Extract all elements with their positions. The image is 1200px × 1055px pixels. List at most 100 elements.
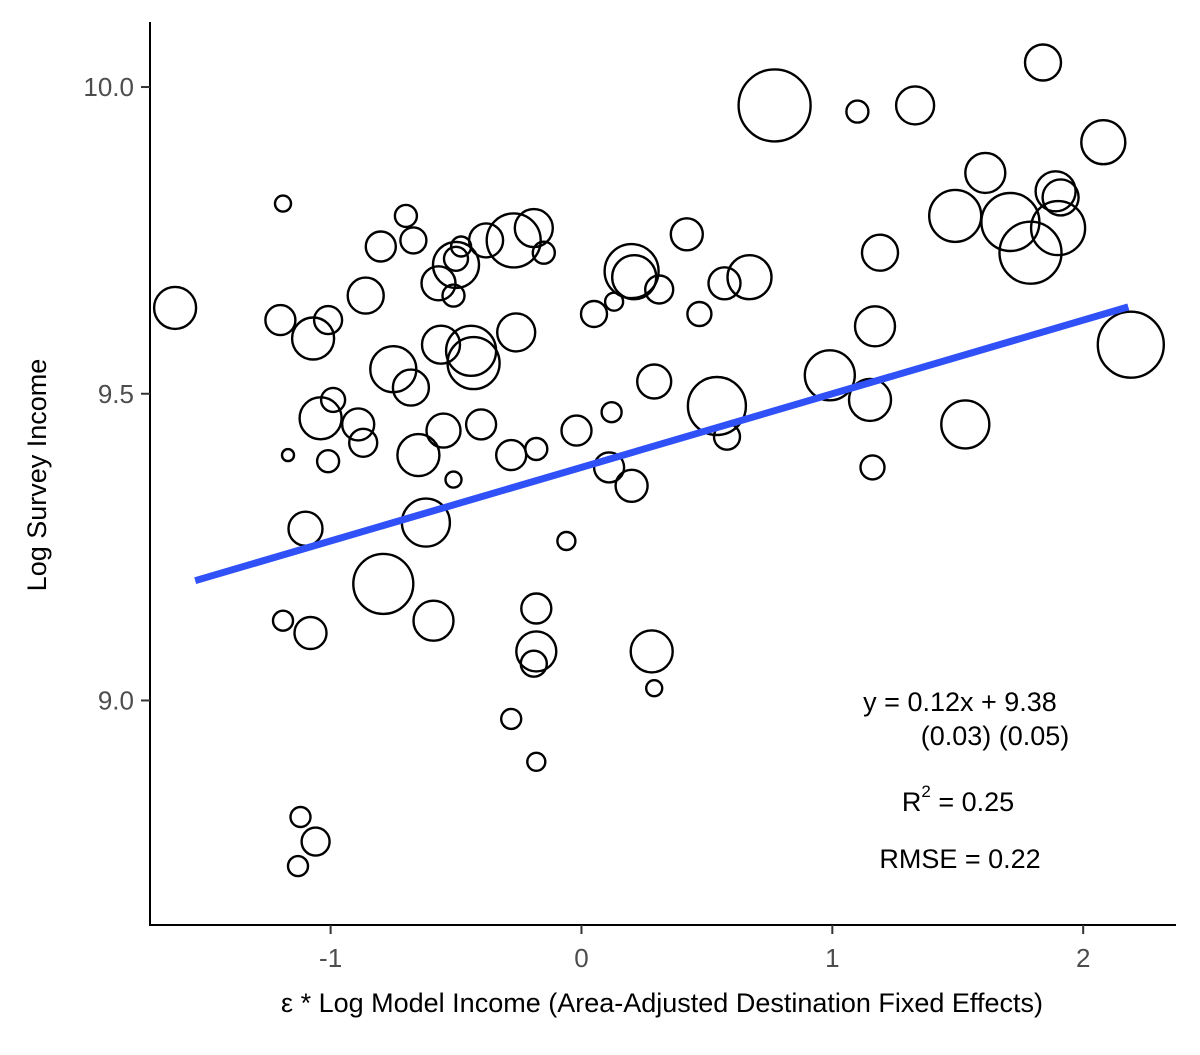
- data-point: [1034, 170, 1077, 213]
- data-point: [319, 386, 347, 414]
- data-point: [442, 245, 470, 272]
- data-point: [1041, 178, 1080, 217]
- regression-line: [194, 303, 1130, 585]
- data-point: [526, 751, 547, 772]
- data-point: [964, 151, 1007, 195]
- data-point: [560, 414, 593, 447]
- data-point: [290, 316, 336, 361]
- r-squared-value: = 0.25: [931, 787, 1014, 817]
- data-point: [556, 530, 577, 552]
- data-point: [940, 399, 991, 450]
- x-tick-label: 2: [1076, 943, 1090, 973]
- data-point: [364, 230, 397, 263]
- data-point: [645, 679, 664, 698]
- data-point: [520, 592, 553, 625]
- standard-errors: (0.03) (0.05): [921, 721, 1070, 751]
- data-point: [1023, 43, 1063, 82]
- data-point: [600, 401, 623, 424]
- data-point: [707, 266, 742, 301]
- data-point: [496, 312, 537, 353]
- data-point: [348, 427, 379, 458]
- data-point: [845, 99, 870, 124]
- data-point: [289, 805, 312, 829]
- data-point: [1096, 310, 1166, 379]
- data-point: [629, 629, 674, 674]
- data-point: [264, 303, 297, 337]
- y-tick-label: 10.0: [83, 72, 134, 102]
- rmse: RMSE = 0.22: [879, 844, 1040, 874]
- data-point: [644, 274, 675, 305]
- data-point: [298, 396, 343, 441]
- data-point: [860, 233, 900, 272]
- data-point: [300, 826, 331, 857]
- data-point: [286, 854, 310, 878]
- data-point: [847, 377, 893, 423]
- data-point: [519, 649, 548, 678]
- r-squared-superscript: 2: [921, 782, 930, 801]
- data-point: [441, 283, 466, 308]
- data-point: [928, 188, 983, 244]
- data-point: [315, 449, 341, 474]
- data-point: [152, 285, 198, 331]
- data-point: [346, 276, 385, 315]
- x-tick-label: 0: [574, 943, 588, 973]
- data-point: [280, 447, 296, 463]
- data-point: [293, 615, 328, 651]
- data-point: [287, 510, 324, 547]
- data-point: [894, 85, 936, 126]
- data-point: [611, 254, 658, 301]
- y-tick-label: 9.0: [98, 685, 134, 715]
- x-axis-ticks: -1 0 1 2: [319, 925, 1090, 973]
- data-point: [1029, 199, 1087, 257]
- data-point: [614, 468, 649, 503]
- data-point: [467, 222, 505, 259]
- data-point: [399, 226, 428, 255]
- data-point: [859, 454, 886, 481]
- y-axis-title: Log Survey Income: [22, 359, 52, 592]
- data-point: [686, 375, 748, 437]
- regression-equation: y = 0.12x + 9.38: [863, 687, 1057, 717]
- data-point: [737, 68, 812, 143]
- data-point: [420, 324, 462, 365]
- data-point: [515, 630, 558, 673]
- points-layer: [152, 43, 1166, 878]
- data-point: [1080, 118, 1127, 166]
- data-point: [579, 299, 609, 329]
- data-point: [998, 220, 1063, 285]
- data-point: [669, 217, 704, 252]
- data-point: [495, 438, 528, 472]
- data-point: [592, 451, 626, 484]
- data-point: [425, 412, 462, 449]
- r-squared: R2 = 0.25: [902, 782, 1014, 817]
- data-point: [686, 300, 713, 328]
- fit-layer: [194, 303, 1130, 585]
- data-point: [464, 408, 498, 441]
- data-point: [636, 363, 673, 400]
- data-point: [531, 240, 556, 265]
- data-point: [485, 212, 542, 269]
- data-point: [341, 407, 376, 442]
- y-axis-ticks: 9.0 9.5 10.0: [83, 72, 150, 715]
- data-point: [396, 432, 441, 478]
- data-point: [726, 254, 773, 301]
- data-point: [444, 470, 463, 489]
- data-point: [420, 265, 457, 302]
- data-point: [352, 552, 415, 616]
- data-point: [444, 324, 498, 377]
- x-tick-label: 1: [825, 943, 839, 973]
- data-point: [271, 609, 295, 632]
- x-axis-title: ε * Log Model Income (Area-Adjusted Dest…: [281, 988, 1043, 1018]
- x-tick-label: -1: [319, 943, 342, 973]
- data-point: [500, 707, 523, 731]
- data-point: [446, 335, 501, 391]
- data-point: [412, 599, 455, 642]
- r-squared-prefix: R: [902, 787, 922, 817]
- data-point: [312, 304, 344, 336]
- data-point: [393, 203, 419, 229]
- data-point: [853, 305, 897, 348]
- y-tick-label: 9.5: [98, 379, 134, 409]
- data-point: [391, 368, 431, 407]
- data-point: [273, 194, 293, 213]
